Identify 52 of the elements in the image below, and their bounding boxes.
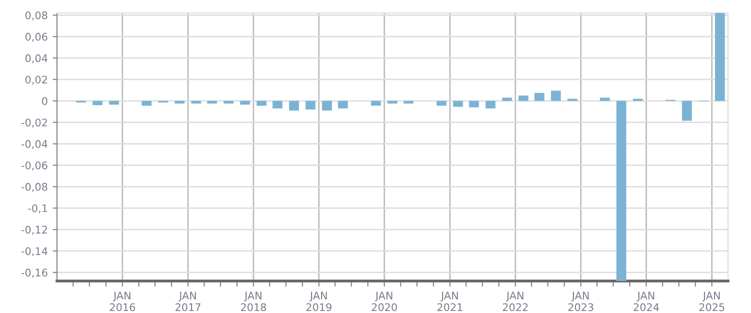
x-tick-label: JAN 2016 bbox=[110, 292, 136, 312]
y-tick-label: -0,02 bbox=[22, 118, 47, 128]
bar bbox=[715, 13, 725, 101]
bar bbox=[436, 100, 446, 106]
x-tick-label: JAN 2019 bbox=[306, 292, 332, 312]
x-tick-label: JAN 2018 bbox=[240, 292, 266, 312]
bar bbox=[518, 96, 528, 101]
bar bbox=[469, 100, 479, 108]
y-tick-label: -0,12 bbox=[22, 226, 47, 235]
bar bbox=[600, 98, 610, 101]
bar bbox=[387, 100, 398, 104]
bar bbox=[404, 100, 414, 104]
bar bbox=[486, 100, 496, 108]
bar bbox=[453, 100, 463, 107]
bar bbox=[142, 100, 152, 106]
x-tick-label: JAN 2021 bbox=[437, 292, 462, 312]
y-tick-label: -0,06 bbox=[22, 161, 48, 170]
bar bbox=[174, 100, 185, 104]
y-tick-label: -0,1 bbox=[28, 204, 48, 214]
y-tick-label: 0,02 bbox=[25, 76, 47, 85]
y-tick-label: -0,04 bbox=[22, 140, 48, 149]
bar bbox=[256, 100, 266, 106]
bar bbox=[534, 92, 544, 101]
bar bbox=[682, 100, 692, 121]
x-tick-label: JAN 2024 bbox=[634, 292, 659, 312]
bar bbox=[272, 100, 282, 108]
bar bbox=[306, 100, 316, 110]
x-tick-label: JAN 2022 bbox=[502, 292, 528, 312]
bar bbox=[92, 100, 102, 106]
bar bbox=[289, 100, 299, 111]
bar bbox=[550, 90, 561, 101]
y-tick-label: 0 bbox=[42, 97, 48, 106]
x-tick-label: JAN 2023 bbox=[568, 292, 594, 312]
y-tick-label: -0,16 bbox=[22, 268, 48, 278]
x-tick-label: JAN 2025 bbox=[699, 292, 724, 312]
bar bbox=[370, 100, 381, 106]
bar bbox=[616, 100, 626, 281]
y-tick-label: 0,04 bbox=[25, 54, 48, 64]
x-tick-label: JAN 2017 bbox=[176, 292, 200, 312]
bar bbox=[191, 100, 202, 104]
bar bbox=[322, 100, 332, 111]
bar bbox=[109, 100, 119, 105]
y-tick-label: -0,08 bbox=[22, 182, 48, 192]
bar bbox=[338, 100, 348, 108]
bar bbox=[240, 100, 250, 105]
bar bbox=[224, 100, 234, 104]
bar bbox=[502, 98, 512, 101]
y-tick-label: 0,08 bbox=[25, 11, 48, 20]
bar bbox=[207, 100, 217, 104]
x-tick-label: JAN 2020 bbox=[372, 292, 397, 312]
y-tick-label: 0,06 bbox=[25, 32, 48, 42]
y-tick-label: -0,14 bbox=[22, 247, 48, 256]
